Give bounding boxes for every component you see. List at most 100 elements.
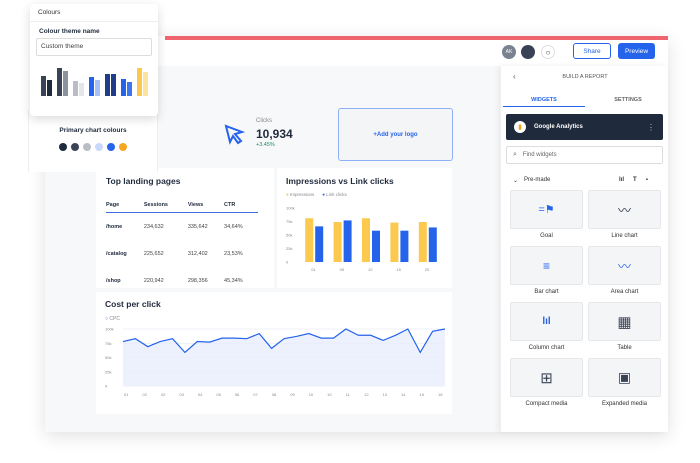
bar	[400, 230, 409, 262]
tab-settings[interactable]: SETTINGS	[614, 97, 642, 103]
preview-bar	[41, 76, 46, 96]
col-header: Sessions	[143, 198, 188, 213]
search-input[interactable]: ⌕ Find widgets	[506, 146, 663, 164]
impressions-widget: Impressions vs Link clicks ● Impressions…	[277, 168, 452, 288]
widget-tile[interactable]: ⊞ Compact media	[510, 358, 583, 407]
y-tick-label: 100k	[105, 327, 114, 332]
y-tick-label: 100k	[286, 206, 295, 211]
x-tick-label: 14	[401, 392, 406, 397]
colour-swatch[interactable]	[95, 143, 103, 151]
share-button[interactable]: Share	[573, 43, 611, 59]
colour-swatch[interactable]	[107, 143, 115, 151]
colours-popup: Colours Colour theme name Custom theme	[30, 4, 158, 116]
cell: 298,356	[187, 278, 208, 284]
add-logo-button[interactable]: +Add your logo	[338, 108, 453, 161]
x-tick-label: 16	[438, 392, 443, 397]
widget-label: Column chart	[528, 345, 565, 351]
chart-filter-icon[interactable]: lıl	[619, 177, 625, 183]
widget-label: Bar chart	[534, 289, 559, 295]
bar	[428, 227, 437, 262]
widget-tile[interactable]: lıl Column chart	[510, 302, 583, 351]
cpc-line	[122, 328, 446, 354]
widget-label: Table	[617, 345, 632, 351]
x-tick-label: 10	[368, 267, 373, 272]
preview-bar	[95, 80, 100, 96]
widget-label: Compact media	[525, 401, 568, 407]
flag-icon: =⚑	[510, 190, 583, 229]
x-tick-label: 20	[425, 267, 430, 272]
swatch-row	[29, 143, 157, 151]
preview-bar	[89, 77, 94, 96]
column-chart-icon: lıl	[510, 302, 583, 341]
widget-tile[interactable]: ▣ Expanded media	[588, 358, 661, 407]
premade-toggle[interactable]: ⌄ Pre-made	[513, 177, 550, 184]
cell: 335,642	[187, 224, 208, 230]
widget-tile[interactable]: =⚑ Goal	[510, 190, 583, 239]
colour-swatch[interactable]	[119, 143, 127, 151]
line-legend: ○ CPC	[105, 316, 120, 322]
avatar-photo[interactable]	[521, 45, 535, 59]
cell: 45,34%	[224, 278, 243, 284]
section-label: Pre-made	[524, 177, 551, 183]
preview-button[interactable]: Preview	[618, 43, 655, 59]
x-tick-label: 03	[179, 392, 184, 397]
widget-label: Goal	[540, 233, 553, 239]
text-filter-icon[interactable]: T	[633, 177, 637, 183]
x-tick-label: 10	[327, 392, 332, 397]
widget-tile[interactable]: 〰 Line chart	[588, 190, 661, 239]
colour-swatch[interactable]	[71, 143, 79, 151]
x-tick-label: 05	[340, 267, 345, 272]
theme-name-input[interactable]: Custom theme	[36, 38, 152, 56]
x-tick-label: 09	[290, 392, 295, 397]
widget-label: Line chart	[611, 233, 638, 239]
back-icon[interactable]: ‹	[513, 72, 516, 81]
preview-bar	[79, 83, 84, 96]
tab-widgets[interactable]: WIDGETS	[503, 92, 585, 107]
kpi-label: Clicks	[256, 118, 272, 124]
widget-tile[interactable]: ≡ Bar chart	[510, 246, 583, 295]
cell: 34,64%	[224, 224, 243, 230]
x-tick-label: 13	[383, 392, 388, 397]
expanded-media-icon: ▣	[588, 358, 661, 397]
colour-swatch[interactable]	[59, 143, 67, 151]
bar	[305, 218, 314, 262]
y-tick-label: 50k	[286, 233, 292, 238]
line-chart-title: Cost per click	[105, 299, 161, 309]
landing-pages-widget: Top landing pages Page Sessions Views CTR /…	[96, 168, 274, 288]
bar	[333, 222, 342, 262]
widget-label: Expanded media	[601, 401, 648, 407]
cell: 220,942	[143, 278, 164, 284]
widget-tile[interactable]: ▦ Table	[588, 302, 661, 351]
col-header: CTR	[224, 198, 258, 213]
x-tick-label: 11	[346, 392, 351, 397]
bar	[372, 230, 380, 262]
x-tick-label: 12	[364, 392, 369, 397]
more-icon[interactable]: ⋮	[647, 122, 655, 132]
colour-preview-bars	[41, 68, 148, 96]
panel-title: BUILD A REPORT	[562, 74, 608, 80]
x-tick-label: 10	[309, 392, 314, 397]
comment-icon[interactable]: ○	[541, 45, 555, 59]
cell: /home	[106, 224, 123, 230]
x-tick-label: 01	[124, 392, 129, 397]
media-filter-icon[interactable]: ▪	[645, 177, 648, 183]
area-chart-icon: 〰	[588, 246, 661, 285]
y-tick-label: 0	[105, 384, 108, 389]
colour-swatch[interactable]	[83, 143, 91, 151]
x-tick-label: 15	[420, 392, 425, 397]
preview-bar	[121, 79, 126, 96]
accent-bar	[165, 36, 668, 40]
search-placeholder: Find widgets	[522, 152, 557, 158]
widget-tile[interactable]: 〰 Area chart	[588, 246, 661, 295]
avatar[interactable]: AK	[502, 45, 516, 59]
table-row: /shop 220,942 298,356 45,34%	[106, 267, 258, 294]
bar	[390, 222, 399, 262]
widget-grid: =⚑ Goal 〰 Line chart ≡ Bar chart 〰 Area chart lı…	[510, 190, 661, 407]
y-tick-label: 0	[286, 260, 289, 265]
x-tick-label: 08	[272, 392, 277, 397]
source-name: Google Analytics	[534, 124, 583, 130]
kpi-change: +3.45%	[256, 142, 275, 148]
data-source-card[interactable]: ▮ Google Analytics ⋮	[506, 114, 663, 140]
cursor-icon	[224, 124, 246, 145]
cell: 312,402	[187, 251, 208, 257]
